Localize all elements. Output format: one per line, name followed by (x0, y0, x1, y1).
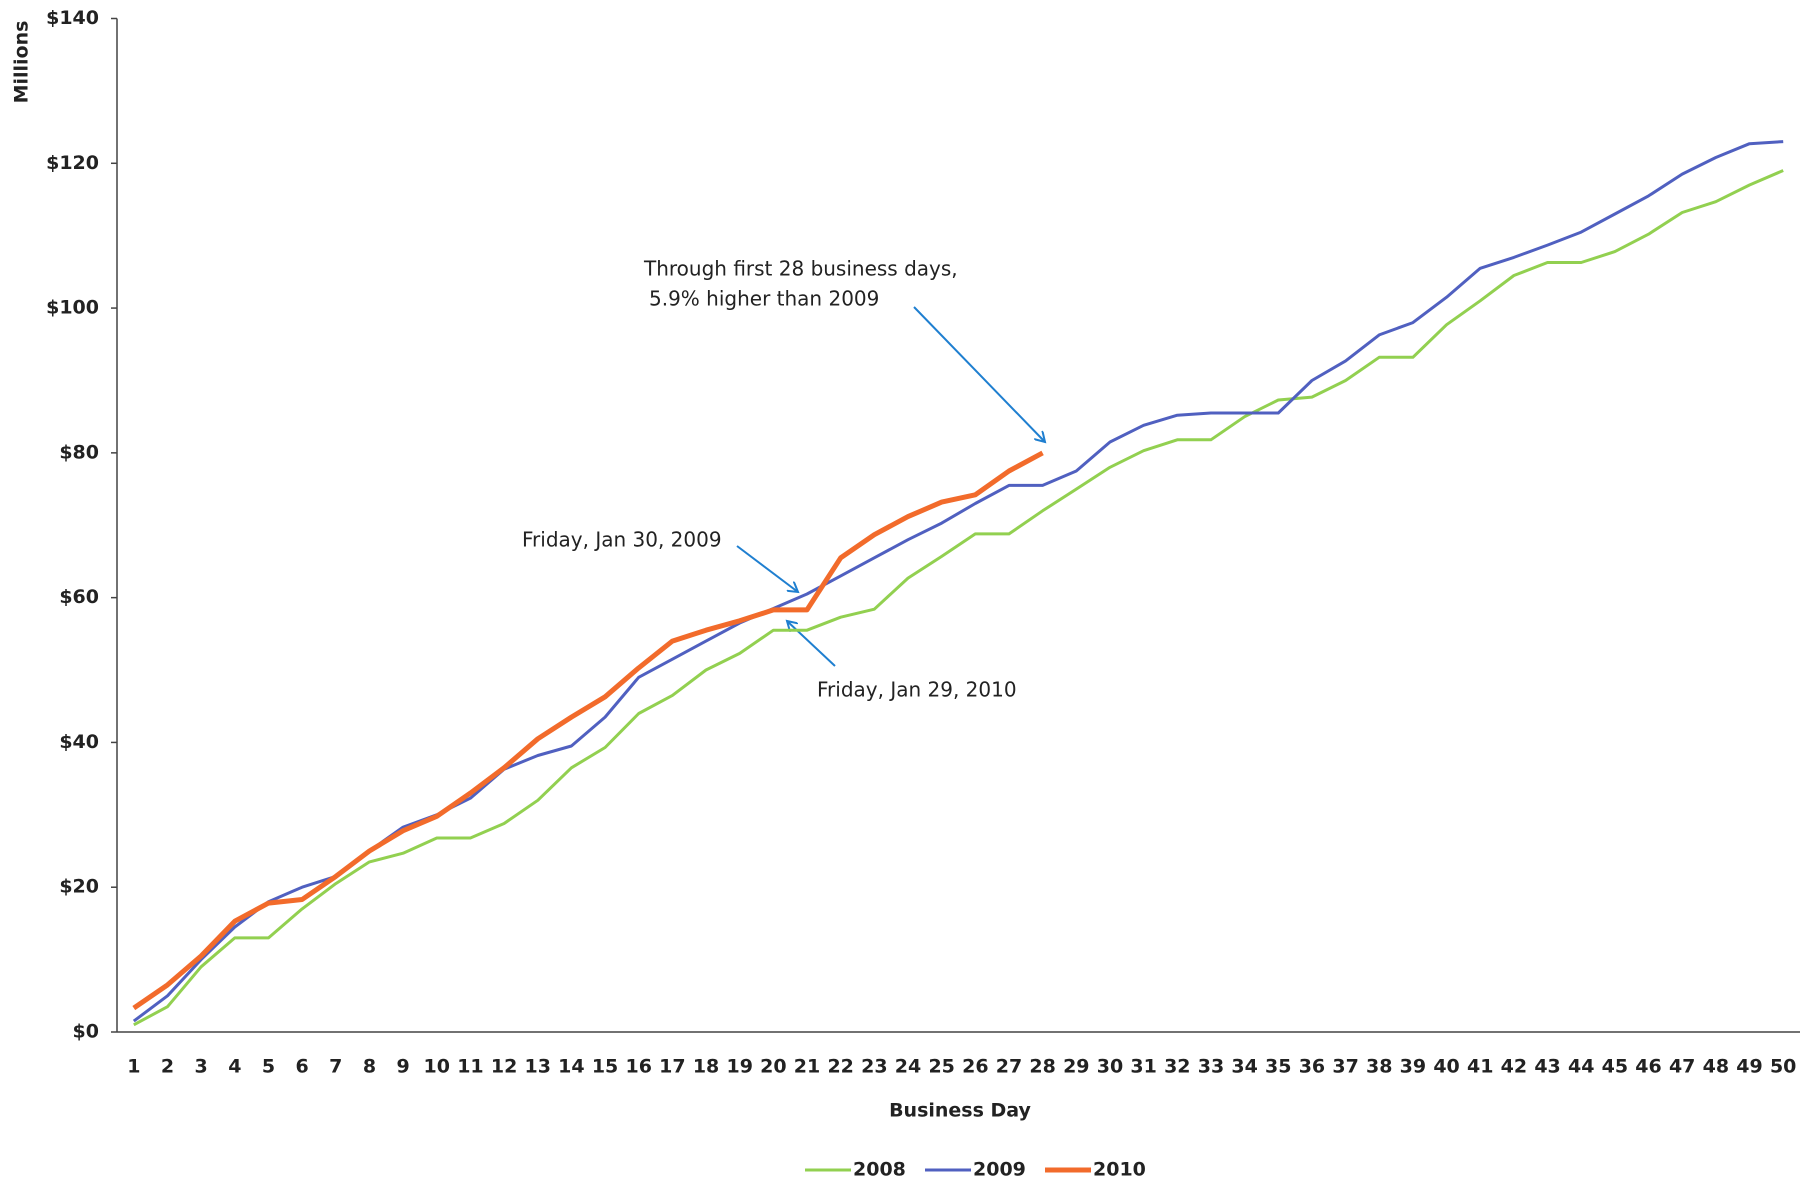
x-tick-label: 33 (1198, 1056, 1224, 1078)
x-tick-label: 8 (363, 1056, 376, 1078)
y-tick-label: $60 (59, 586, 99, 608)
annotation: Friday, Jan 29, 2010 (817, 678, 1017, 702)
x-tick-label: 2 (161, 1056, 174, 1078)
annotation-arrow (787, 621, 836, 667)
x-tick-label: 38 (1366, 1056, 1392, 1078)
x-tick-label: 30 (1097, 1056, 1123, 1078)
x-tick-label: 46 (1635, 1056, 1661, 1078)
annotation-arrow (913, 306, 1045, 442)
series-line (133, 169, 1784, 1027)
x-tick-label: 14 (558, 1056, 584, 1078)
y-tick-label: $40 (59, 731, 99, 753)
x-tick-label: 9 (396, 1056, 409, 1078)
x-tick-label: 10 (424, 1056, 450, 1078)
y-tick-label: $100 (46, 297, 99, 319)
x-tick-label: 37 (1332, 1056, 1358, 1078)
x-tick-label: 32 (1164, 1056, 1190, 1078)
x-tick-label: 12 (491, 1056, 517, 1078)
x-tick-label: 41 (1467, 1056, 1493, 1078)
legend-label: 2009 (973, 1159, 1026, 1181)
x-tick-label: 15 (592, 1056, 618, 1078)
y-tick-label: $0 (73, 1021, 99, 1043)
x-tick-label: 22 (827, 1056, 853, 1078)
series-line (132, 140, 1784, 1023)
x-tick-label: 13 (525, 1056, 551, 1078)
y-axis-label: Millions (11, 21, 33, 104)
x-tick-label: 43 (1534, 1056, 1560, 1078)
x-tick-label: 1 (127, 1056, 140, 1078)
legend-label: 2010 (1093, 1159, 1146, 1181)
x-tick-label: 7 (329, 1056, 342, 1078)
annotation-arrow (736, 545, 798, 592)
annotation: Through first 28 business days, (643, 257, 958, 281)
y-tick-label: $20 (59, 876, 99, 898)
x-tick-label: 6 (296, 1056, 309, 1078)
x-tick-label: 50 (1770, 1056, 1796, 1078)
x-tick-label: 39 (1400, 1056, 1426, 1078)
legend-label: 2008 (853, 1159, 906, 1181)
x-tick-label: 47 (1669, 1056, 1695, 1078)
x-tick-label: 35 (1265, 1056, 1291, 1078)
x-tick-label: 31 (1130, 1056, 1156, 1078)
y-tick-label: $120 (46, 152, 99, 174)
x-tick-label: 48 (1703, 1056, 1729, 1078)
x-tick-label: 28 (1029, 1056, 1055, 1078)
annotation: Friday, Jan 30, 2009 (522, 528, 722, 552)
x-tick-label: 16 (626, 1056, 652, 1078)
x-tick-label: 34 (1231, 1056, 1257, 1078)
x-tick-label: 4 (228, 1056, 241, 1078)
x-tick-label: 44 (1568, 1056, 1594, 1078)
x-tick-label: 23 (861, 1056, 887, 1078)
annotation: 5.9% higher than 2009 (649, 287, 879, 311)
x-tick-label: 49 (1736, 1056, 1762, 1078)
x-tick-label: 18 (693, 1056, 719, 1078)
x-tick-label: 45 (1602, 1056, 1628, 1078)
x-tick-label: 17 (659, 1056, 685, 1078)
x-tick-label: 42 (1501, 1056, 1527, 1078)
x-tick-label: 11 (457, 1056, 483, 1078)
x-tick-label: 21 (794, 1056, 820, 1078)
y-tick-label: $140 (46, 7, 99, 29)
x-tick-label: 24 (895, 1056, 921, 1078)
x-tick-label: 19 (726, 1056, 752, 1078)
x-tick-label: 36 (1299, 1056, 1325, 1078)
x-axis-label: Business Day (889, 1100, 1031, 1122)
x-tick-label: 40 (1433, 1056, 1459, 1078)
x-tick-label: 29 (1063, 1056, 1089, 1078)
x-tick-label: 27 (996, 1056, 1022, 1078)
x-tick-label: 3 (195, 1056, 208, 1078)
x-tick-label: 5 (262, 1056, 275, 1078)
y-tick-label: $80 (59, 441, 99, 463)
series-line (132, 450, 1044, 1011)
x-tick-label: 20 (760, 1056, 786, 1078)
x-tick-label: 25 (928, 1056, 954, 1078)
x-tick-label: 26 (962, 1056, 988, 1078)
